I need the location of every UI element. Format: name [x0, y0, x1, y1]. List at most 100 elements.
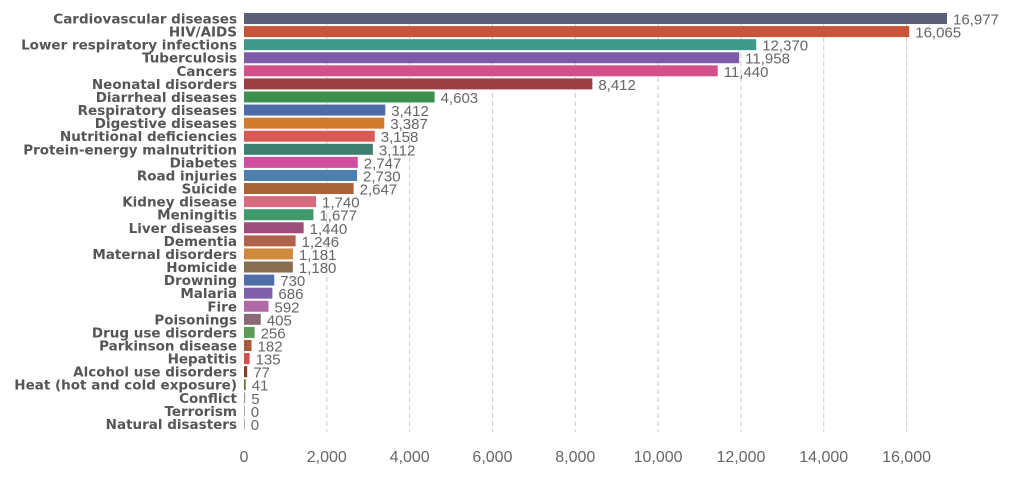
bar	[244, 235, 296, 247]
value-label: 2,647	[360, 182, 398, 199]
category-label: Diabetes	[170, 155, 237, 171]
value-label: 8,412	[598, 77, 636, 94]
category-label: Alcohol use disorders	[73, 365, 237, 381]
gridlines	[326, 13, 908, 432]
category-label: Cancers	[177, 64, 237, 80]
category-label: Natural disasters	[106, 417, 237, 433]
category-label: Neonatal disorders	[92, 77, 237, 93]
category-label: Heat (hot and cold exposure)	[14, 378, 237, 394]
bar	[244, 379, 246, 391]
value-label: 1,180	[299, 260, 337, 277]
value-label: 1,440	[310, 221, 348, 238]
value-label: 0	[251, 417, 259, 434]
bar	[244, 209, 314, 221]
bar	[244, 52, 740, 64]
bar	[244, 104, 386, 116]
bar	[244, 78, 593, 90]
value-label: 182	[258, 339, 283, 356]
value-label: 686	[278, 286, 303, 303]
value-label: 77	[253, 365, 270, 382]
bar	[244, 130, 375, 142]
category-label: Conflict	[179, 391, 237, 407]
bar	[244, 222, 304, 234]
bar	[244, 313, 261, 325]
bar	[244, 65, 718, 77]
bar	[244, 248, 293, 260]
value-label: 4,603	[441, 90, 479, 107]
x-tick-label: 10,000	[634, 449, 683, 466]
bar	[244, 353, 250, 365]
value-label: 0	[251, 404, 259, 421]
value-label: 41	[252, 378, 269, 395]
category-label: Drug use disorders	[92, 325, 237, 341]
x-tick-label: 4,000	[390, 449, 430, 466]
category-label: Suicide	[182, 182, 237, 198]
value-label: 1,246	[302, 234, 340, 251]
bar	[244, 340, 252, 351]
bar	[244, 405, 245, 417]
value-label: 1,740	[322, 195, 360, 212]
category-label: Road injuries	[137, 168, 237, 184]
category-label: Digestive diseases	[95, 116, 237, 132]
bar	[244, 261, 293, 273]
bar	[244, 117, 385, 129]
bar	[244, 91, 435, 103]
category-label: Homicide	[166, 260, 237, 276]
category-label: Diarrheal diseases	[96, 90, 237, 106]
x-tick-label: 8,000	[555, 449, 595, 466]
value-label: 3,387	[390, 116, 428, 133]
category-label: Tuberculosis	[142, 51, 237, 67]
category-label: Poisonings	[154, 312, 237, 328]
category-label: Terrorism	[164, 404, 237, 420]
value-label: 135	[256, 352, 281, 369]
bar	[244, 287, 273, 299]
value-label: 3,112	[379, 142, 415, 159]
category-label: Kidney disease	[122, 195, 237, 211]
value-label: 730	[280, 273, 305, 290]
value-label: 3,158	[381, 129, 419, 146]
bar	[244, 392, 246, 404]
category-label: Cardiovascular diseases	[53, 12, 237, 28]
category-label: Drowning	[164, 273, 237, 289]
bar	[244, 26, 910, 38]
category-label: Dementia	[164, 234, 237, 250]
x-axis-tick-labels: 0 2,000 4,000 6,000 8,000 10,000 12,000 14,000 1…	[240, 449, 932, 466]
value-label: 5	[251, 391, 259, 408]
bar	[244, 169, 358, 181]
bar	[244, 418, 245, 430]
category-label: Fire	[207, 299, 237, 315]
value-label: 11,958	[745, 51, 790, 68]
value-label: 16,977	[953, 12, 999, 29]
category-label: Lower respiratory infections	[21, 38, 237, 54]
x-tick-label: 12,000	[716, 449, 765, 466]
bar	[244, 13, 947, 24]
category-label: Hepatitis	[168, 352, 237, 368]
value-label: 256	[261, 325, 286, 342]
value-label: 2,747	[364, 155, 402, 172]
bar	[244, 39, 757, 51]
value-label: 1,677	[319, 208, 357, 225]
bar	[244, 366, 248, 378]
x-tick-label: 14,000	[799, 449, 848, 466]
bar	[244, 326, 255, 338]
bar	[244, 300, 269, 312]
value-label: 12,370	[762, 38, 808, 55]
category-label: Malaria	[180, 286, 237, 302]
bar	[244, 156, 358, 168]
x-tick-label: 16,000	[882, 449, 931, 466]
category-label: Nutritional deficiencies	[60, 129, 237, 145]
bar	[244, 274, 275, 286]
value-label: 2,730	[363, 168, 401, 185]
value-label: 11,440	[724, 64, 769, 81]
category-label: Respiratory diseases	[78, 103, 237, 119]
value-label: 1,181	[299, 247, 337, 264]
category-label: Meningitis	[157, 208, 237, 224]
bar	[244, 143, 373, 155]
value-label: 16,065	[915, 25, 961, 42]
value-label: 3,412	[391, 103, 429, 120]
x-tick-label: 0	[240, 449, 249, 466]
x-tick-label: 2,000	[307, 449, 347, 466]
